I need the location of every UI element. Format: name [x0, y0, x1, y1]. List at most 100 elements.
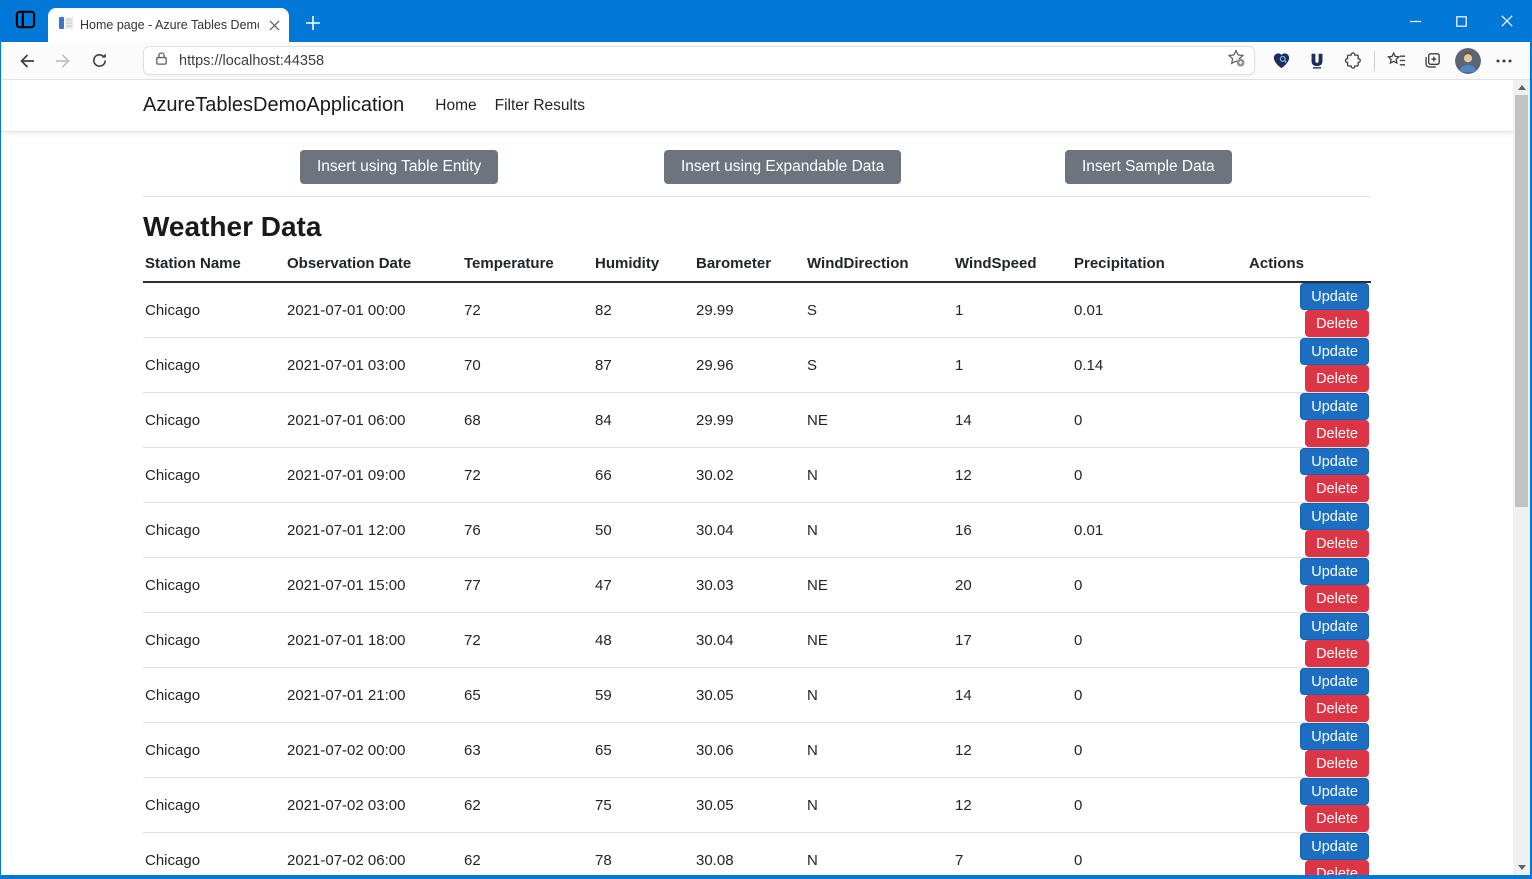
minimize-button[interactable]	[1392, 0, 1438, 42]
cell-actions: Update Delete	[1247, 502, 1371, 558]
cell-barometer: 30.05	[694, 667, 805, 723]
add-favorite-button[interactable]	[1226, 48, 1246, 73]
update-button[interactable]: Update	[1300, 338, 1369, 365]
table-row: Chicago 2021-07-01 06:00 68 84 29.99 NE …	[143, 392, 1371, 448]
close-window-button[interactable]	[1484, 0, 1530, 42]
update-button[interactable]: Update	[1300, 393, 1369, 420]
minimize-icon	[1409, 20, 1421, 22]
cell-humidity: 78	[593, 832, 694, 875]
cell-temperature: 68	[462, 392, 593, 448]
cell-wind-direction: NE	[805, 557, 953, 613]
cell-observation-date: 2021-07-02 00:00	[285, 722, 462, 778]
address-bar[interactable]: https://localhost:44358	[143, 46, 1255, 75]
site-navbar: AzureTablesDemoApplication Home Filter R…	[1, 80, 1513, 132]
nav-link-filter-results[interactable]: Filter Results	[494, 96, 586, 114]
cell-precipitation: 0	[1072, 722, 1247, 778]
cell-barometer: 30.06	[694, 722, 805, 778]
cell-humidity: 87	[593, 337, 694, 393]
forward-button[interactable]	[45, 45, 81, 77]
delete-button[interactable]: Delete	[1305, 420, 1369, 447]
cell-actions: Update Delete	[1247, 282, 1371, 338]
cell-actions: Update Delete	[1247, 447, 1371, 503]
cell-observation-date: 2021-07-02 03:00	[285, 777, 462, 833]
url-text[interactable]: https://localhost:44358	[179, 52, 325, 69]
triangle-down-icon	[1517, 865, 1526, 870]
cell-precipitation: 0	[1072, 392, 1247, 448]
delete-button[interactable]: Delete	[1305, 530, 1369, 557]
cell-wind-direction: N	[805, 777, 953, 833]
settings-menu-button[interactable]	[1486, 45, 1522, 77]
cell-precipitation: 0	[1072, 557, 1247, 613]
arrow-right-icon	[56, 53, 70, 68]
cell-observation-date: 2021-07-01 09:00	[285, 447, 462, 503]
cell-temperature: 72	[462, 282, 593, 338]
cell-observation-date: 2021-07-01 00:00	[285, 282, 462, 338]
cell-actions: Update Delete	[1247, 832, 1371, 875]
delete-button[interactable]: Delete	[1305, 695, 1369, 722]
column-header-barometer: Barometer	[694, 245, 805, 283]
update-button[interactable]: Update	[1300, 778, 1369, 805]
update-button[interactable]: Update	[1300, 613, 1369, 640]
cell-actions: Update Delete	[1247, 777, 1371, 833]
column-header-wind-direction: WindDirection	[805, 245, 953, 283]
browser-tab[interactable]: Home page - Azure Tables Demo	[48, 8, 289, 42]
cell-station-name: Chicago	[143, 282, 285, 338]
insert-table-entity-button[interactable]: Insert using Table Entity	[300, 150, 499, 184]
update-button[interactable]: Update	[1300, 448, 1369, 475]
delete-button[interactable]: Delete	[1305, 365, 1369, 392]
update-button[interactable]: Update	[1300, 723, 1369, 750]
delete-button[interactable]: Delete	[1305, 475, 1369, 502]
plus-icon	[306, 16, 320, 30]
tab-close-button[interactable]	[265, 16, 283, 34]
extensions-menu-button[interactable]	[1335, 45, 1371, 77]
update-button[interactable]: Update	[1300, 283, 1369, 310]
back-button[interactable]	[9, 45, 45, 77]
cell-wind-speed: 20	[953, 557, 1072, 613]
insert-expandable-data-button[interactable]: Insert using Expandable Data	[664, 150, 902, 184]
refresh-button[interactable]	[81, 45, 117, 77]
tab-actions-menu-button[interactable]	[10, 8, 40, 36]
delete-button[interactable]: Delete	[1305, 310, 1369, 337]
cell-wind-direction: N	[805, 667, 953, 723]
favorites-button[interactable]	[1378, 45, 1414, 77]
nav-link-home[interactable]: Home	[435, 96, 477, 114]
update-button[interactable]: Update	[1300, 503, 1369, 530]
close-icon	[1501, 15, 1513, 27]
delete-button[interactable]: Delete	[1305, 640, 1369, 667]
update-button[interactable]: Update	[1300, 833, 1369, 860]
delete-button[interactable]: Delete	[1305, 805, 1369, 832]
cell-temperature: 62	[462, 832, 593, 875]
delete-button[interactable]: Delete	[1305, 750, 1369, 777]
window-controls	[1392, 0, 1530, 42]
scroll-up-button[interactable]	[1513, 80, 1530, 95]
cell-barometer: 29.99	[694, 282, 805, 338]
lock-icon[interactable]	[154, 51, 169, 71]
cell-station-name: Chicago	[143, 777, 285, 833]
extension-u-button[interactable]	[1299, 45, 1335, 77]
cell-station-name: Chicago	[143, 502, 285, 558]
new-tab-button[interactable]	[299, 9, 327, 37]
update-button[interactable]: Update	[1300, 668, 1369, 695]
maximize-button[interactable]	[1438, 0, 1484, 42]
scroll-down-button[interactable]	[1513, 860, 1530, 875]
delete-button[interactable]: Delete	[1305, 585, 1369, 612]
profile-button[interactable]	[1450, 45, 1486, 77]
browser-titlebar: Home page - Azure Tables Demo	[1, 0, 1530, 42]
star-lines-icon	[1386, 51, 1405, 66]
collections-button[interactable]	[1414, 45, 1450, 77]
letter-u-shield-icon	[1311, 53, 1323, 69]
scrollbar-thumb[interactable]	[1515, 95, 1528, 507]
cell-humidity: 59	[593, 667, 694, 723]
cell-temperature: 72	[462, 612, 593, 668]
layered-squares-plus-icon	[1424, 53, 1440, 68]
ellipsis-icon	[1496, 59, 1512, 62]
update-button[interactable]: Update	[1300, 558, 1369, 585]
cell-barometer: 30.04	[694, 612, 805, 668]
insert-sample-data-button[interactable]: Insert Sample Data	[1065, 150, 1232, 184]
reload-icon	[92, 53, 106, 67]
vertical-scrollbar[interactable]	[1513, 80, 1530, 875]
brand-link[interactable]: AzureTablesDemoApplication	[143, 94, 405, 116]
extension-shopping-button[interactable]	[1263, 45, 1299, 77]
delete-button[interactable]: Delete	[1305, 860, 1369, 875]
